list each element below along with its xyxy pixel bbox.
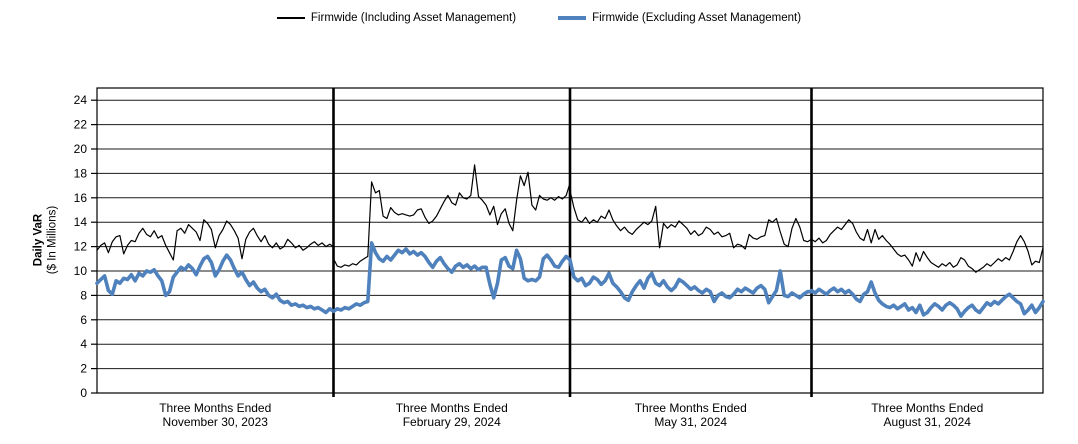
x-axis-label-q2: Three Months Ended February 29, 2024 <box>334 401 571 430</box>
legend-label-excluding: Firmwide (Excluding Asset Management) <box>592 12 802 24</box>
y-tick-label: 20 <box>74 142 88 156</box>
legend-item-excluding: Firmwide (Excluding Asset Management) <box>558 12 801 24</box>
legend-label-including: Firmwide (Including Asset Management) <box>310 12 517 24</box>
x-axis-label-q1: Three Months Ended November 30, 2023 <box>97 401 334 430</box>
y-tick-label: 6 <box>80 313 87 327</box>
y-tick-label: 18 <box>74 166 88 180</box>
x-axis-label-q1-line2: November 30, 2023 <box>162 415 268 430</box>
y-tick-label: 2 <box>80 362 87 376</box>
x-axis-label-q2-line2: February 29, 2024 <box>402 415 501 430</box>
series-line-excluding <box>95 241 1045 318</box>
x-axis-label-q2-line1: Three Months Ended <box>395 401 508 415</box>
chart-legend: Firmwide (Including Asset Management) Fi… <box>0 12 1078 24</box>
legend-item-including: Firmwide (Including Asset Management) <box>276 12 517 24</box>
x-axis-label-q3-line2: May 31, 2024 <box>654 415 728 430</box>
y-tick-label: 22 <box>74 118 88 132</box>
legend-line-sample-including <box>276 17 305 19</box>
x-axis-label-q3-line1: Three Months Ended <box>634 401 747 415</box>
y-tick-label: 14 <box>74 215 88 229</box>
y-tick-label: 24 <box>74 93 88 107</box>
y-tick-label: 4 <box>80 337 87 351</box>
legend-line-sample-excluding <box>558 16 587 20</box>
x-axis-label-q4-line2: August 31, 2024 <box>883 415 971 430</box>
y-tick-label: 16 <box>74 191 88 205</box>
x-axis-label-q4: Three Months Ended August 31, 2024 <box>812 401 1044 430</box>
y-tick-label: 10 <box>74 264 88 278</box>
y-tick-label: 12 <box>74 240 88 254</box>
y-tick-label: 8 <box>80 288 87 302</box>
series-line-including <box>96 164 1044 273</box>
x-axis-label-q3: Three Months Ended May 31, 2024 <box>570 401 812 430</box>
x-axis-label-q1-line1: Three Months Ended <box>159 401 272 415</box>
y-tick-label: 0 <box>80 386 87 400</box>
x-axis-label-q4-line1: Three Months Ended <box>871 401 984 415</box>
